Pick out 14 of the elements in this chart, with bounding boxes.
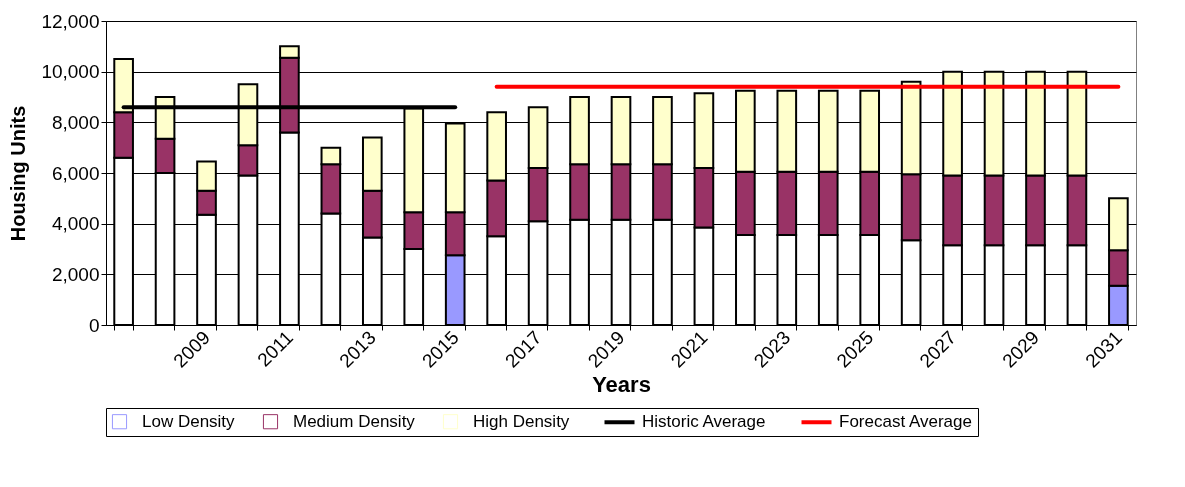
y-tick-label: 6,000 (51, 162, 100, 184)
legend-label: Low Density (142, 411, 236, 431)
legend-label: Forecast Average (839, 412, 972, 432)
y-tick-label: 4,000 (51, 213, 100, 235)
legend-label: Historic Average (642, 412, 766, 432)
y-tick-label: 2,000 (51, 263, 100, 285)
y-tick-label: 0 (88, 314, 100, 336)
y-tick-label: 8,000 (51, 111, 100, 133)
x-axis-title: Years (592, 372, 651, 398)
legend-label: Medium Density (293, 411, 416, 431)
y-tick-label: 12,000 (41, 10, 100, 32)
legend-label: High Density (473, 411, 570, 431)
y-axis-title: Housing Units (7, 105, 30, 242)
y-tick-label: 10,000 (41, 61, 100, 83)
